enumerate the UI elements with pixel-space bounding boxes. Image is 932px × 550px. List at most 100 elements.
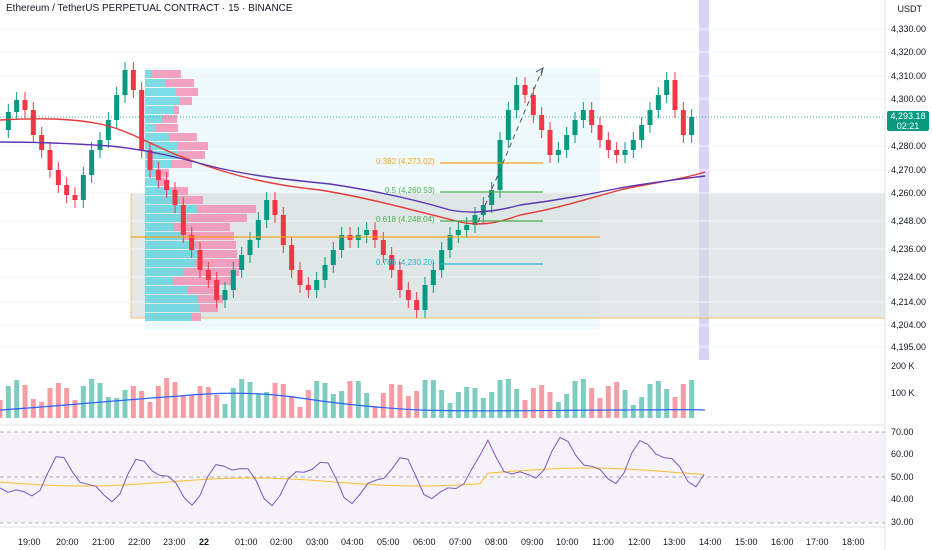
fib-label: 0.382 (4,273.02) [376, 157, 435, 166]
volume-bar [89, 379, 95, 418]
price-tick: 4,224.00 [891, 272, 927, 282]
candle-body [430, 270, 436, 285]
candle-body [322, 265, 328, 280]
candle-body [247, 240, 253, 255]
candle-body [255, 220, 261, 240]
time-tick: 11:00 [592, 537, 614, 547]
time-tick: 03:00 [306, 537, 329, 547]
volume-bar [680, 384, 686, 418]
time-tick: 16:00 [771, 537, 794, 547]
candle-body [80, 175, 86, 200]
profile-bar [145, 169, 157, 177]
volume-bar [322, 383, 328, 418]
profile-bar [171, 160, 192, 168]
volume-bar [5, 386, 11, 418]
candle-body [489, 190, 495, 205]
candle-body [330, 250, 336, 265]
candle-body [439, 250, 445, 270]
candle-body [14, 100, 20, 112]
time-tick: 22 [199, 537, 210, 547]
price-tick: 4,300.00 [891, 94, 927, 104]
volume-bar [147, 402, 153, 418]
time-highlight-band [699, 0, 709, 360]
time-tick: 13:00 [663, 537, 686, 547]
volume-bar [214, 395, 220, 418]
volume-bar [372, 406, 378, 418]
candle-body [305, 285, 311, 290]
candle-body [639, 125, 645, 140]
volume-bar [64, 388, 70, 418]
fib-label: 0.618 (4,248.04) [376, 215, 435, 224]
candle-body [472, 215, 478, 225]
candle-body [47, 150, 53, 170]
volume-bar [530, 388, 536, 418]
profile-bar [145, 277, 173, 285]
volume-bar [230, 388, 236, 418]
profile-bar [162, 115, 177, 123]
profile-bar [145, 124, 155, 132]
profile-bar [173, 223, 230, 231]
candlesticks [5, 62, 695, 318]
volume-bar [455, 392, 461, 418]
currency-label: USDT [897, 4, 923, 14]
candle-body [397, 270, 403, 290]
fib-label: 0.786 (4,230.20) [376, 258, 435, 267]
volume-bars [0, 378, 695, 418]
volume-bar [347, 381, 353, 418]
volume-tick: 200 K [891, 361, 915, 371]
candle-body [5, 112, 11, 130]
time-tick: 07:00 [449, 537, 472, 547]
volume-bar [639, 397, 645, 418]
rsi-ma-line [0, 467, 705, 487]
profile-bar [145, 205, 197, 213]
price-tick: 4,320.00 [891, 47, 927, 57]
volume-bar [580, 379, 586, 418]
volume-bar [480, 398, 486, 418]
candle-body [389, 255, 395, 270]
candle-body [447, 235, 453, 250]
time-tick: 17:00 [806, 537, 829, 547]
projection-line [477, 67, 544, 223]
candle-body [589, 110, 595, 125]
profile-bar [197, 205, 256, 213]
volume-bar [297, 407, 303, 418]
candle-body [372, 230, 378, 240]
profile-bar [155, 124, 178, 132]
price-tick: 4,280.00 [891, 141, 927, 151]
time-tick: 04:00 [341, 537, 364, 547]
time-tick: 20:00 [56, 537, 79, 547]
volume-bar [97, 383, 103, 418]
volume-bar [439, 390, 445, 418]
volume-bar [155, 386, 161, 418]
profile-bar [172, 187, 188, 195]
ma-red-line [0, 118, 706, 225]
time-tick: 02:00 [270, 537, 293, 547]
volume-bar [355, 381, 361, 418]
volume-bar [22, 385, 28, 418]
volume-bar [30, 399, 36, 418]
time-tick: 23:00 [163, 537, 186, 547]
volume-bar [80, 386, 86, 418]
candle-body [380, 240, 386, 255]
price-tick: 4,330.00 [891, 24, 927, 34]
volume-bar [397, 385, 403, 418]
profile-bar [176, 88, 198, 96]
volume-bar [389, 384, 395, 418]
candle-body [172, 190, 178, 205]
volume-bar [464, 387, 470, 418]
candle-body [55, 170, 61, 185]
candle-body [239, 255, 245, 270]
time-tick: 10:00 [556, 537, 579, 547]
volume-bar [664, 389, 670, 418]
volume-bar [655, 381, 661, 418]
time-tick: 01:00 [235, 537, 258, 547]
profile-bar [179, 97, 192, 105]
ma-purple-line [0, 141, 706, 213]
time-tick: 21:00 [92, 537, 115, 547]
candle-body [280, 215, 286, 245]
profile-bar [199, 250, 237, 258]
time-tick: 05:00 [377, 537, 400, 547]
candle-body [605, 140, 611, 150]
volume-bar [472, 388, 478, 418]
